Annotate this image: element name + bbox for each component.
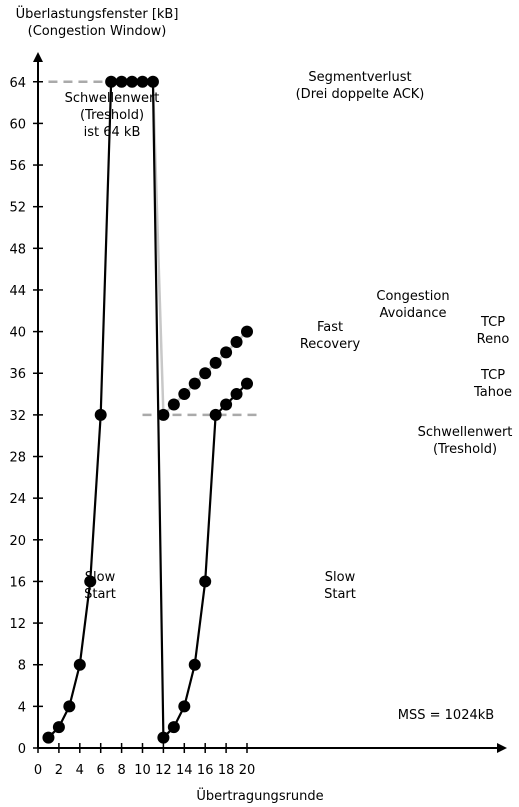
data-point-reno-17 xyxy=(209,356,222,369)
annotation-tcp-tahoe: TCP Tahoe xyxy=(474,368,512,400)
annotation-congestion-avoidance: Congestion Avoidance xyxy=(376,289,450,321)
annotation-slow-start-2: Slow Start xyxy=(324,570,356,602)
y-tick-label-48: 48 xyxy=(9,242,26,257)
annotation-fast-recovery: Fast Recovery xyxy=(299,320,361,352)
annotation-mss: MSS = 1024kB xyxy=(397,708,495,723)
data-point-tahoe-18 xyxy=(220,398,233,411)
data-point-tahoe-15 xyxy=(188,658,201,671)
data-point-tahoe-5 xyxy=(84,575,97,588)
y-axis-title-line-2: (Congestion Window) xyxy=(27,24,167,39)
y-tick-label-32: 32 xyxy=(9,409,26,424)
data-point-reno-16 xyxy=(199,367,212,380)
data-point-tahoe-20 xyxy=(241,377,253,390)
annotation-slow-start-1: Slow Start xyxy=(84,570,116,602)
x-axis-title: Übertragungsrunde xyxy=(196,789,324,804)
data-point-tahoe-6 xyxy=(94,408,107,421)
annotation-threshold-64: Schwellenwert (Treshold) ist 64 kB xyxy=(64,91,160,140)
data-point-reno-13 xyxy=(167,398,180,411)
data-point-tahoe-12 xyxy=(157,731,170,744)
y-tick-label-28: 28 xyxy=(9,451,26,466)
x-tick-label-10: 10 xyxy=(134,763,151,778)
y-tick-label-40: 40 xyxy=(9,326,26,341)
y-tick-label-4: 4 xyxy=(18,700,26,715)
y-tick-label-20: 20 xyxy=(9,534,26,549)
data-point-reno-15 xyxy=(188,377,201,390)
data-point-tahoe-2 xyxy=(52,721,65,734)
y-tick-label-60: 60 xyxy=(9,117,26,132)
data-point-tahoe-9 xyxy=(126,75,139,88)
y-tick-label-24: 24 xyxy=(9,492,26,507)
x-tick-label-14: 14 xyxy=(176,763,193,778)
x-tick-label-16: 16 xyxy=(197,763,214,778)
x-tick-label-18: 18 xyxy=(218,763,235,778)
data-point-tahoe-8 xyxy=(115,75,128,88)
data-point-tahoe-13 xyxy=(167,721,180,734)
y-tick-label-52: 52 xyxy=(9,201,26,216)
x-tick-label-8: 8 xyxy=(117,763,125,778)
y-tick-label-8: 8 xyxy=(18,659,26,674)
data-point-tahoe-7 xyxy=(105,75,118,88)
data-point-reno-14 xyxy=(178,388,191,401)
data-point-tahoe-19 xyxy=(230,388,243,401)
data-point-reno-12 xyxy=(157,408,170,421)
x-tick-label-0: 0 xyxy=(34,763,42,778)
y-tick-label-16: 16 xyxy=(9,575,26,590)
data-point-tahoe-10 xyxy=(136,75,149,88)
data-point-tahoe-11 xyxy=(146,75,159,88)
annotation-threshold-32: Schwellenwert (Treshold) xyxy=(417,425,513,457)
x-tick-label-20: 20 xyxy=(239,763,256,778)
data-point-reno-19 xyxy=(230,336,243,349)
y-tick-label-44: 44 xyxy=(9,284,26,299)
data-point-reno-18 xyxy=(220,346,233,359)
x-tick-label-6: 6 xyxy=(97,763,105,778)
y-tick-label-56: 56 xyxy=(9,159,26,174)
annotation-segment-loss: Segmentverlust (Drei doppelte ACK) xyxy=(295,70,425,102)
data-point-tahoe-1 xyxy=(42,731,55,744)
data-point-tahoe-3 xyxy=(63,700,76,713)
x-tick-label-12: 12 xyxy=(155,763,172,778)
annotation-tcp-reno: TCP Reno xyxy=(476,315,510,347)
y-tick-label-12: 12 xyxy=(9,617,26,632)
data-point-tahoe-14 xyxy=(178,700,191,713)
y-tick-label-36: 36 xyxy=(9,367,26,382)
data-point-tahoe-4 xyxy=(73,658,86,671)
x-tick-label-2: 2 xyxy=(55,763,63,778)
data-point-tahoe-16 xyxy=(199,575,212,588)
series-line-reno xyxy=(151,81,248,417)
y-tick-label-0: 0 xyxy=(18,742,26,757)
data-point-reno-20 xyxy=(241,325,253,338)
data-point-tahoe-17 xyxy=(209,408,222,421)
y-axis-title: Überlastungsfenster [kB] (Congestion Win… xyxy=(2,6,192,40)
y-axis-title-line-1: Überlastungsfenster [kB] xyxy=(15,7,179,22)
y-tick-label-64: 64 xyxy=(9,76,26,91)
x-tick-label-4: 4 xyxy=(76,763,84,778)
